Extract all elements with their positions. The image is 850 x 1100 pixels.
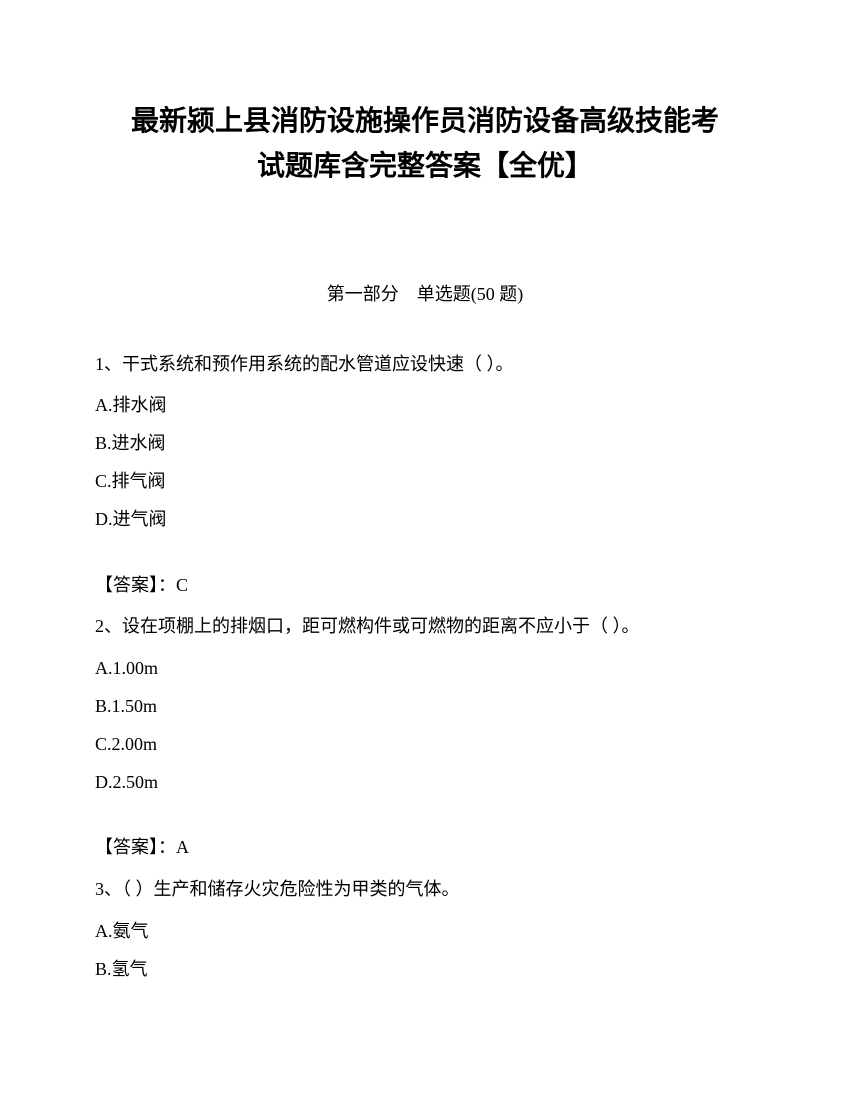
option-b: B.进水阀 (95, 425, 755, 463)
option-a: A.排水阀 (95, 387, 755, 425)
answer-label: 【答案】：A (95, 829, 755, 867)
option-d: D.2.50m (95, 764, 755, 802)
question-block-1: 1、干式系统和预作用系统的配水管道应设快速（ ）。 A.排水阀 B.进水阀 C.… (95, 346, 755, 605)
title-line-2: 试题库含完整答案【全优】 (95, 145, 755, 190)
question-stem: 2、设在项棚上的排烟口，距可燃构件或可燃物的距离不应小于（ ）。 (95, 608, 755, 646)
option-a: A.氨气 (95, 913, 755, 951)
question-stem: 3、（ ）生产和储存火灾危险性为甲类的气体。 (95, 871, 755, 909)
question-block-3: 3、（ ）生产和储存火灾危险性为甲类的气体。 A.氨气 B.氢气 (95, 871, 755, 988)
option-b: B.1.50m (95, 688, 755, 726)
question-stem: 1、干式系统和预作用系统的配水管道应设快速（ ）。 (95, 346, 755, 384)
option-c: C.2.00m (95, 726, 755, 764)
question-block-2: 2、设在项棚上的排烟口，距可燃构件或可燃物的距离不应小于（ ）。 A.1.00m… (95, 608, 755, 867)
option-c: C.排气阀 (95, 463, 755, 501)
answer-label: 【答案】：C (95, 567, 755, 605)
option-a: A.1.00m (95, 650, 755, 688)
section-header: 第一部分 单选题(50 题) (95, 280, 755, 306)
option-b: B.氢气 (95, 951, 755, 989)
option-d: D.进气阀 (95, 501, 755, 539)
title-line-1: 最新颍上县消防设施操作员消防设备高级技能考 (95, 100, 755, 145)
document-title: 最新颍上县消防设施操作员消防设备高级技能考 试题库含完整答案【全优】 (95, 100, 755, 190)
